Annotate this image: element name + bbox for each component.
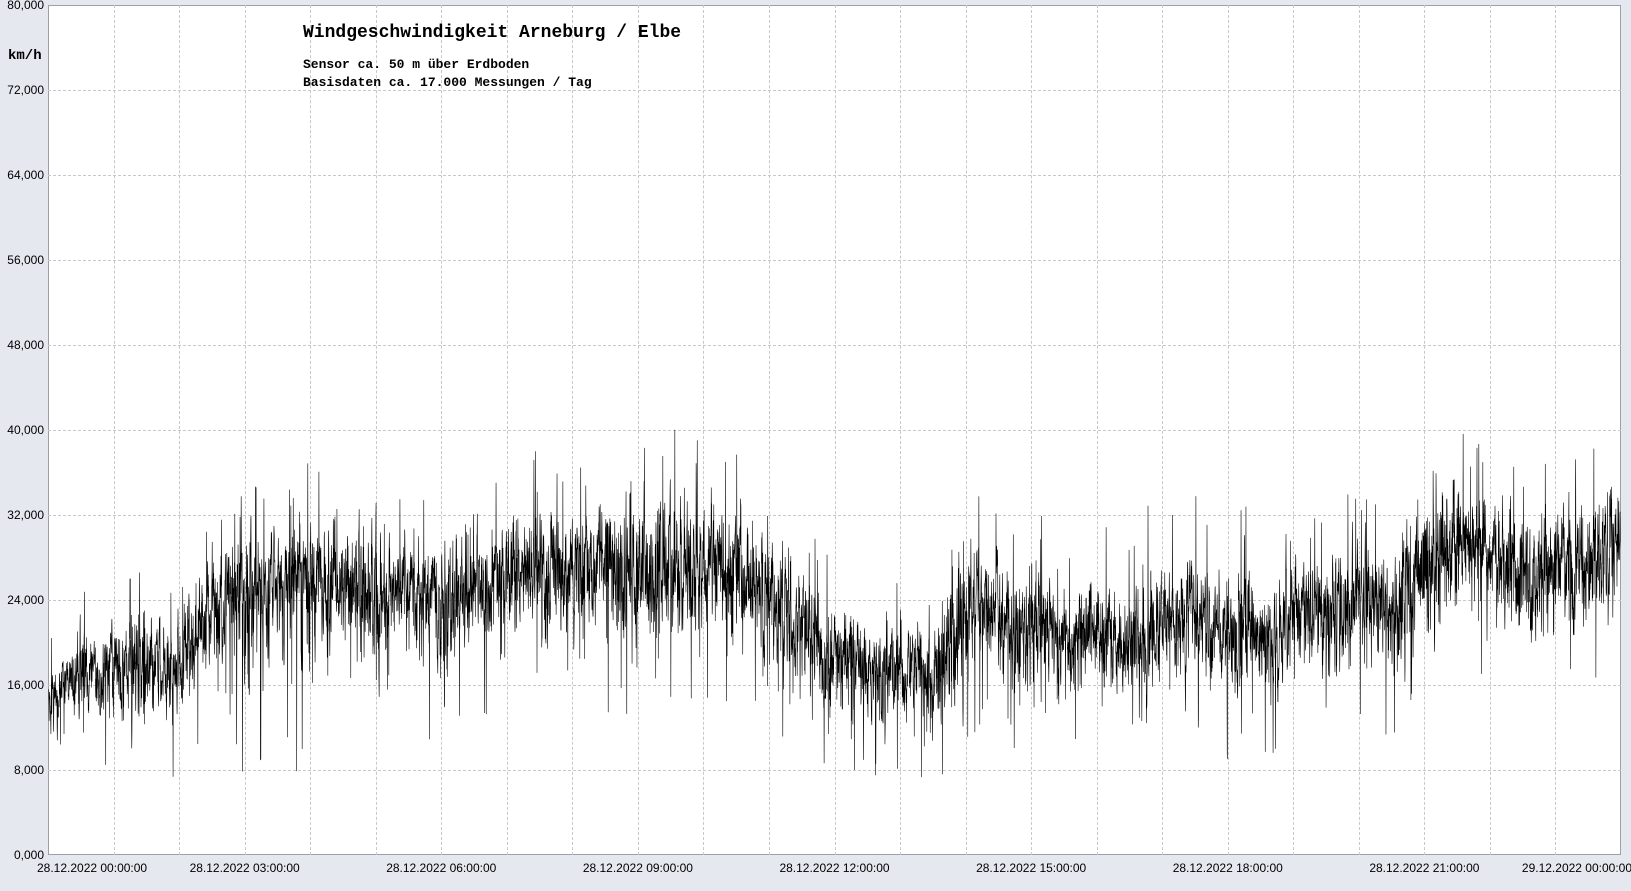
wind-speed-line [48,430,1621,777]
wind-series [0,0,1631,891]
